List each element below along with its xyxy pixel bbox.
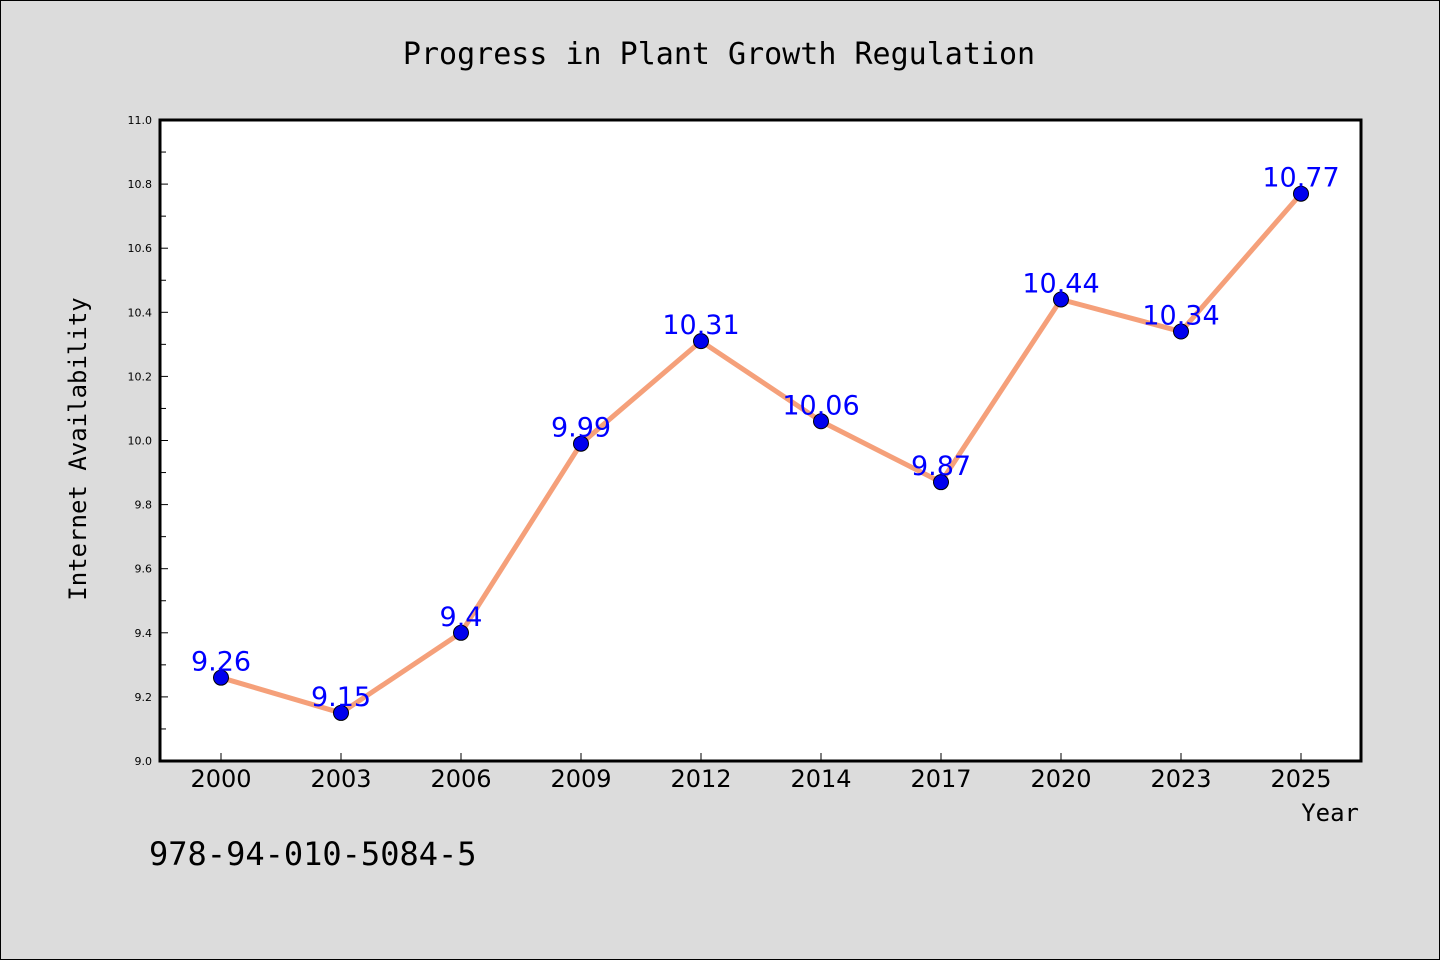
series-line-group: [218, 191, 1304, 716]
data-point: [1053, 291, 1069, 308]
x-axis-label: Year: [1301, 799, 1359, 827]
x-tick-label: 2023: [1150, 765, 1211, 793]
data-point: [693, 333, 709, 350]
x-tick-label: 2000: [190, 765, 251, 793]
data-label: 10.44: [1022, 268, 1099, 299]
y-tick-label: 10.2: [128, 370, 153, 383]
y-tick-label: 9.2: [135, 691, 153, 704]
data-label: 9.99: [551, 413, 611, 444]
x-tick-label: 2003: [310, 765, 371, 793]
x-tick-label: 2009: [550, 765, 611, 793]
data-point: [213, 669, 229, 686]
x-tick-label: 2025: [1270, 765, 1331, 793]
data-label: 10.06: [782, 390, 859, 421]
data-point: [573, 435, 589, 452]
y-tick-label: 9.8: [135, 499, 153, 512]
data-point: [453, 624, 469, 641]
data-labels-group: 9.26 9.15 9.4 9.99 10.31 10.06 9.87 10.44 10.34 1…: [191, 163, 1340, 713]
markers-group: [213, 185, 1309, 721]
data-point: [333, 704, 349, 721]
x-tick-label: 2017: [910, 765, 971, 793]
x-tick-label: 2006: [430, 765, 491, 793]
x-tick-label: 2012: [670, 765, 731, 793]
data-label: 10.31: [662, 310, 739, 341]
y-tick-label: 9.6: [135, 563, 153, 576]
plot-area: [158, 118, 1363, 763]
y-tick-label: 10.0: [128, 435, 153, 448]
data-point: [933, 474, 949, 491]
data-label: 9.15: [311, 682, 371, 713]
data-point: [813, 413, 829, 430]
y-tick-label: 10.8: [128, 178, 153, 191]
y-tick-label: 10.6: [128, 242, 153, 255]
y-tick-label: 10.4: [128, 306, 153, 319]
data-label: 9.87: [911, 451, 971, 482]
data-point: [1173, 323, 1189, 340]
y-tick-label: 11.0: [128, 114, 153, 127]
chart-title: Progress in Plant Growth Regulation: [403, 37, 1035, 72]
data-label: 10.77: [1262, 163, 1339, 194]
x-tick-label: 2014: [790, 765, 851, 793]
isbn-annotation: 978-94-010-5084-5: [149, 835, 477, 873]
data-point: [1293, 185, 1309, 202]
y-axis-label: Internet Availability: [64, 297, 92, 600]
data-label: 9.26: [191, 647, 251, 678]
x-tick-label: 2020: [1030, 765, 1091, 793]
y-tick-label: 9.0: [135, 755, 153, 768]
x-axis: 2000 2003 2006 2009 2012 2014 2017 2020 2023 2025: [190, 753, 1332, 793]
y-axis: 9.0 9.2 9.4 9.6 9.8 10.0 10.2 10.4 10.6 10.8 11.0: [128, 114, 168, 768]
data-label: 9.4: [440, 602, 483, 633]
data-label: 10.34: [1142, 301, 1219, 332]
series-line: [218, 191, 1304, 716]
y-tick-label: 9.4: [135, 627, 153, 640]
